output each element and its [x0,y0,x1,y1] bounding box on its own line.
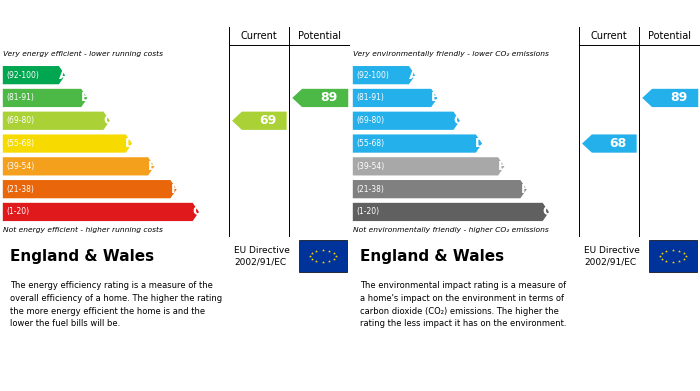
Text: (81-91): (81-91) [6,93,34,102]
Polygon shape [353,66,415,84]
Text: (39-54): (39-54) [356,162,384,171]
Polygon shape [293,89,349,107]
Bar [300,240,346,272]
Polygon shape [3,89,88,107]
Text: 69: 69 [259,114,276,127]
Polygon shape [3,180,176,198]
Text: (69-80): (69-80) [6,116,34,125]
Polygon shape [353,89,438,107]
Text: G: G [542,205,552,219]
Text: D: D [125,137,135,150]
Text: G: G [192,205,202,219]
Text: (1-20): (1-20) [356,208,379,217]
Text: E: E [148,160,157,173]
Text: Current: Current [241,31,278,41]
Text: Not energy efficient - higher running costs: Not energy efficient - higher running co… [3,227,162,233]
Text: C: C [104,114,113,127]
Polygon shape [353,180,526,198]
Text: (55-68): (55-68) [356,139,384,148]
Text: 89: 89 [670,91,687,104]
Bar [650,240,696,272]
Text: Current: Current [591,31,628,41]
Polygon shape [232,111,287,130]
Polygon shape [353,135,482,152]
Text: England & Wales: England & Wales [360,249,505,264]
Text: EU Directive
2002/91/EC: EU Directive 2002/91/EC [584,246,640,266]
Text: Very energy efficient - lower running costs: Very energy efficient - lower running co… [3,51,163,57]
Text: (21-38): (21-38) [356,185,384,194]
Text: B: B [431,91,440,104]
Polygon shape [3,135,132,152]
Text: Potential: Potential [298,31,341,41]
Text: A: A [409,69,418,82]
Text: (39-54): (39-54) [6,162,34,171]
Text: EU Directive
2002/91/EC: EU Directive 2002/91/EC [234,246,290,266]
Text: (21-38): (21-38) [6,185,34,194]
Polygon shape [353,111,460,130]
Polygon shape [3,111,110,130]
Text: The environmental impact rating is a measure of
a home's impact on the environme: The environmental impact rating is a mea… [360,281,567,328]
Text: Environmental Impact (CO₂) Rating: Environmental Impact (CO₂) Rating [358,7,621,20]
Polygon shape [3,66,65,84]
Text: (55-68): (55-68) [6,139,34,148]
Polygon shape [3,157,155,176]
Text: D: D [475,137,485,150]
Polygon shape [3,203,199,221]
Text: Not environmentally friendly - higher CO₂ emissions: Not environmentally friendly - higher CO… [353,227,549,233]
Text: Energy Efficiency Rating: Energy Efficiency Rating [8,7,192,20]
Text: F: F [521,183,529,196]
Text: (81-91): (81-91) [356,93,384,102]
Text: (92-100): (92-100) [356,71,389,80]
Text: E: E [498,160,507,173]
Text: C: C [454,114,463,127]
Text: England & Wales: England & Wales [10,249,155,264]
Polygon shape [582,135,637,152]
Text: A: A [59,69,68,82]
Text: The energy efficiency rating is a measure of the
overall efficiency of a home. T: The energy efficiency rating is a measur… [10,281,223,328]
Text: 89: 89 [320,91,337,104]
Text: B: B [81,91,90,104]
Polygon shape [353,157,505,176]
Text: (1-20): (1-20) [6,208,29,217]
Text: Very environmentally friendly - lower CO₂ emissions: Very environmentally friendly - lower CO… [353,51,549,57]
Text: (92-100): (92-100) [6,71,39,80]
Text: 68: 68 [609,137,626,150]
Polygon shape [353,203,549,221]
Text: (69-80): (69-80) [356,116,384,125]
Text: Potential: Potential [648,31,691,41]
Polygon shape [643,89,699,107]
Text: F: F [171,183,179,196]
